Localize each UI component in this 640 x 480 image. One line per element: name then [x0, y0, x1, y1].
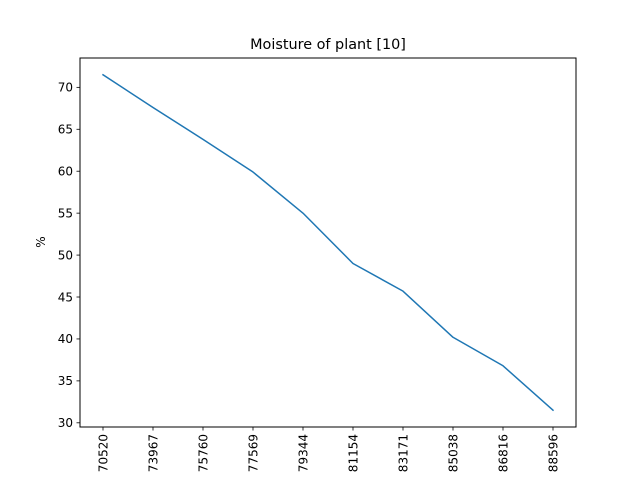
x-tick-label: 70520 — [96, 434, 110, 472]
plot-frame — [79, 57, 577, 428]
series-line — [101, 73, 555, 412]
x-tick-label: 73967 — [146, 434, 160, 472]
y-tick-label: 35 — [58, 374, 73, 388]
x-tick-label: 83171 — [396, 434, 410, 472]
y-tick-label: 50 — [58, 248, 73, 262]
y-tick-label: 45 — [58, 290, 73, 304]
y-tick-label: 40 — [58, 332, 73, 346]
chart-title: Moisture of plant [10] — [250, 37, 406, 53]
y-tick-label: 70 — [58, 81, 73, 95]
x-tick-label: 79344 — [296, 434, 310, 472]
y-tick-label: 65 — [58, 123, 73, 137]
x-tick-label: 88596 — [546, 434, 560, 472]
y-tick-label: 30 — [58, 416, 73, 430]
y-axis-label: % — [34, 236, 48, 247]
x-tick-label: 75760 — [196, 434, 210, 472]
x-tick-label: 86816 — [496, 434, 510, 472]
y-tick-label: 60 — [58, 165, 73, 179]
x-tick-label: 81154 — [346, 434, 360, 472]
x-tick-label: 77569 — [246, 434, 260, 472]
y-tick-label: 55 — [58, 206, 73, 220]
plot-area: 30 35 40 45 50 55 60 65 70 70520 73967 75760 77569 79… — [58, 73, 560, 472]
x-tick-label: 85038 — [446, 434, 460, 472]
